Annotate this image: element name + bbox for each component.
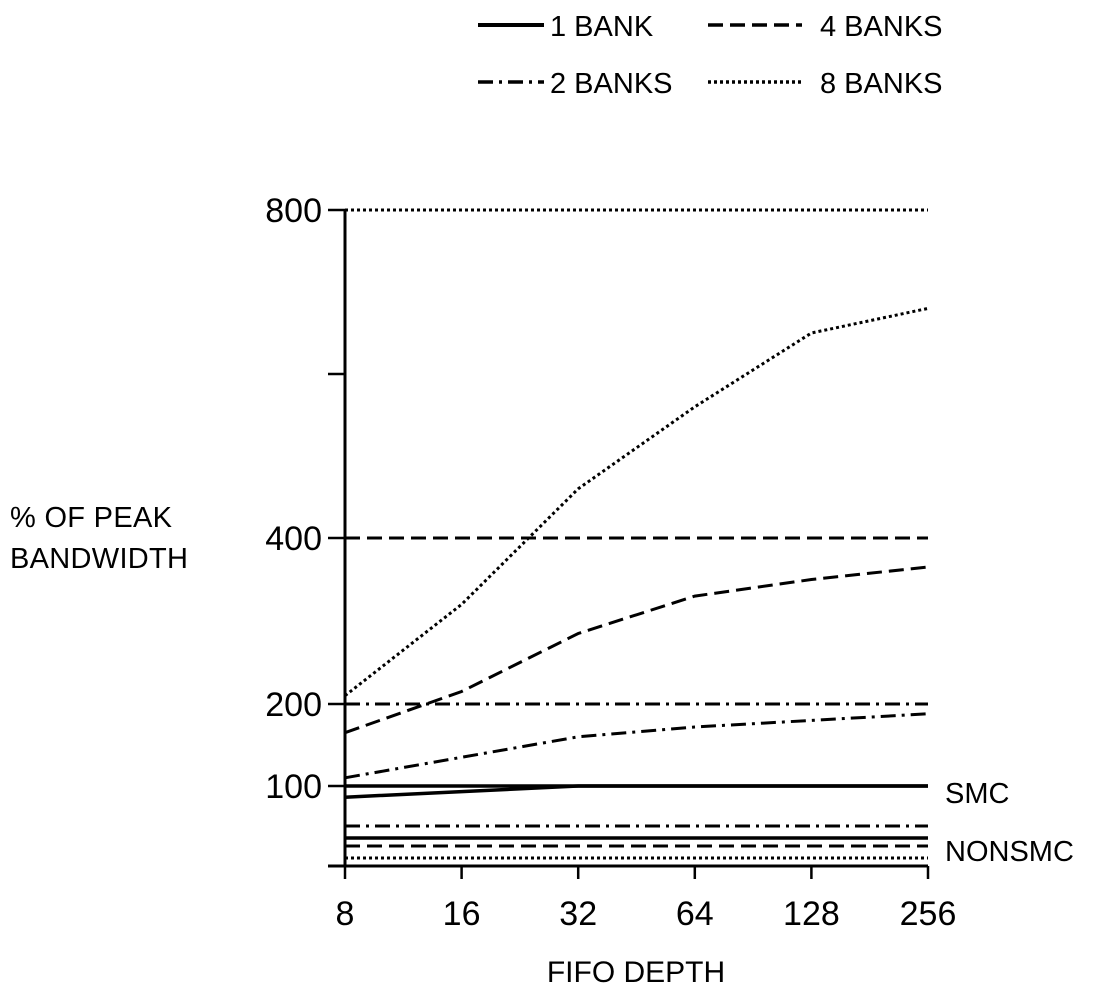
labels-layer: 100 200 400 800 8 16 32 64 128 256 FIFO DEPTH SMC NO… (265, 192, 1074, 986)
series-line-smc-1-bank (344, 784, 928, 799)
x-axis-label: FIFO DEPTH (547, 956, 725, 986)
y-tick-label: 100 (265, 768, 322, 806)
axes (328, 208, 930, 879)
series-layer (344, 208, 929, 860)
x-tick-label: 8 (336, 895, 355, 933)
annotation-smc: SMC (945, 778, 1009, 810)
x-tick-label: 16 (443, 895, 481, 933)
series-line-smc-8-banks (344, 306, 929, 697)
y-tick-label: 200 (265, 686, 322, 724)
y-axis-label-line-1: % OF PEAK (10, 502, 173, 534)
legend-label: 8 BANKS (820, 68, 943, 100)
y-tick-label: 400 (265, 520, 322, 558)
legend: 1 BANK 4 BANKS 2 BANKS 8 BANKS (478, 11, 943, 100)
x-tick-label: 32 (559, 895, 597, 933)
y-tick-label: 800 (265, 192, 322, 230)
x-tick-label: 128 (783, 895, 840, 933)
x-tick-label: 256 (900, 895, 957, 933)
legend-label: 1 BANK (550, 11, 654, 43)
series-line-smc-4-banks (344, 565, 929, 735)
legend-label: 2 BANKS (550, 68, 673, 100)
legend-label: 4 BANKS (820, 11, 943, 43)
series-line-smc-2-banks (344, 712, 929, 780)
y-axis-label-line-2: BANDWIDTH (10, 543, 189, 575)
annotation-nonsmc: NONSMC (945, 836, 1074, 868)
x-tick-label: 64 (676, 895, 714, 933)
